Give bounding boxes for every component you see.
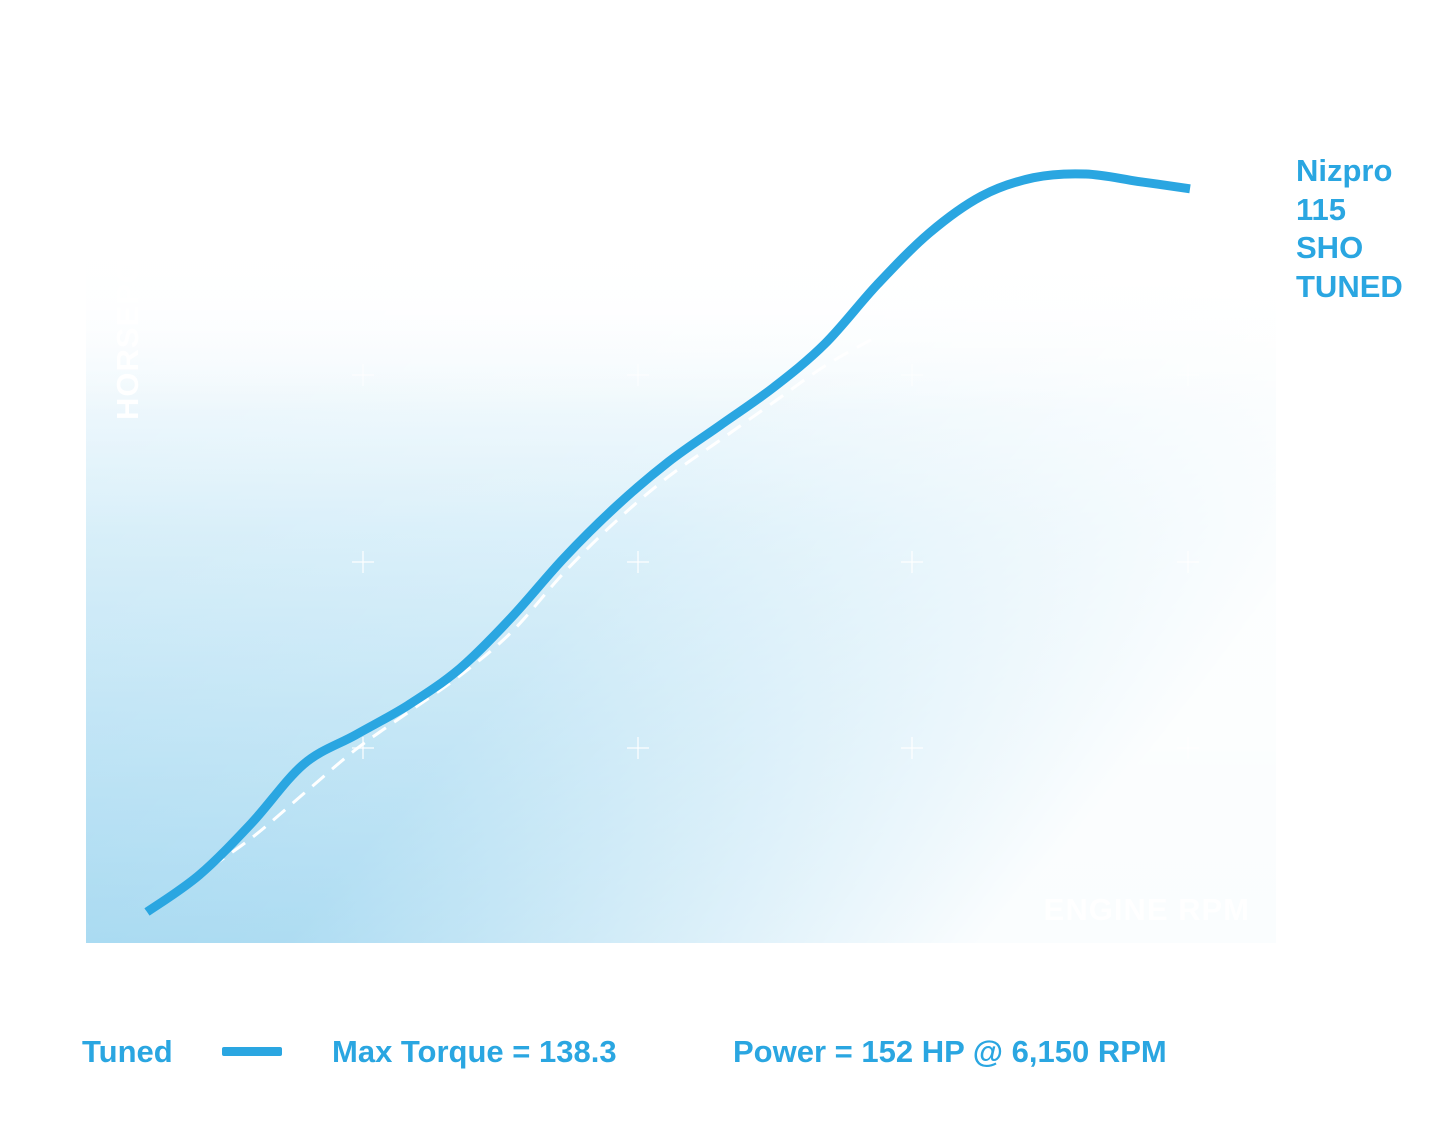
grid-marker xyxy=(1177,364,1199,386)
grid-marker xyxy=(352,364,374,386)
title-line-2: 115 xyxy=(1296,192,1346,227)
grid-marker xyxy=(1177,737,1199,759)
legend-series-label: Tuned xyxy=(82,1034,173,1069)
y-axis-label: HORSEPOW xyxy=(110,228,145,420)
grid-marker xyxy=(627,364,649,386)
grid-marker xyxy=(627,551,649,573)
series-line-dashed xyxy=(146,335,878,914)
grid-markers xyxy=(352,364,1199,759)
title-line-3: SHO xyxy=(1296,230,1363,265)
legend: Tuned Max Torque = 138.3 Power = 152 HP … xyxy=(0,1030,1445,1074)
grid-marker xyxy=(901,551,923,573)
legend-swatch xyxy=(222,1047,282,1056)
plot-background-top-fade xyxy=(86,190,1276,510)
grid-marker xyxy=(901,737,923,759)
legend-power: Power = 152 HP @ 6,150 RPM xyxy=(733,1034,1167,1069)
legend-max-torque: Max Torque = 138.3 xyxy=(332,1034,617,1069)
grid-marker xyxy=(1177,551,1199,573)
grid-marker xyxy=(901,364,923,386)
title-line-4: TUNED xyxy=(1296,269,1403,304)
grid-marker xyxy=(352,551,374,573)
grid-marker xyxy=(627,737,649,759)
x-axis-label: ENGINE RPM xyxy=(1044,892,1250,927)
series-line-tuned xyxy=(144,169,1191,916)
title-line-1: Nizpro xyxy=(1296,153,1392,188)
chart-title: Nizpro 115 SHO TUNED xyxy=(1296,153,1403,304)
